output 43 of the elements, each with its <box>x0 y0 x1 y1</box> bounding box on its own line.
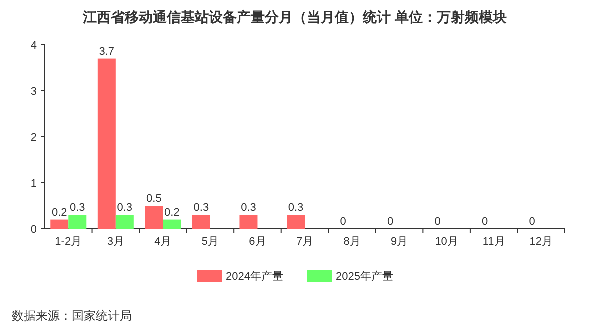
data-label: 0.3 <box>194 202 210 214</box>
bar <box>68 215 87 229</box>
x-tick-label: 5月 <box>202 236 220 248</box>
x-tick-label: 9月 <box>390 236 408 248</box>
x-tick-label: 10月 <box>435 236 458 248</box>
y-tick-label: 3 <box>30 86 37 98</box>
data-label: 0 <box>340 216 346 228</box>
x-tick-label: 7月 <box>296 236 314 248</box>
legend-label: 2024年产量 <box>226 270 284 283</box>
data-label: 0 <box>529 216 536 228</box>
y-tick-label: 4 <box>30 40 37 52</box>
bar <box>287 215 305 229</box>
data-label: 0.5 <box>146 193 162 205</box>
data-label: 0.3 <box>70 202 86 214</box>
data-label: 3.7 <box>99 46 115 58</box>
data-label: 0.3 <box>117 202 133 214</box>
data-label: 0.2 <box>52 206 68 219</box>
chart-title: 江西省移动通信基站设备产量分月（当月值）统计 单位：万射频模块 <box>82 9 507 25</box>
bar <box>50 220 69 229</box>
bar <box>192 215 210 229</box>
x-tick-label: 3月 <box>107 236 124 248</box>
bar <box>240 215 258 229</box>
x-tick-label: 4月 <box>154 236 172 248</box>
data-label: 0 <box>434 216 441 228</box>
y-tick-label: 1 <box>30 178 37 190</box>
data-label: 0 <box>387 216 394 228</box>
bar <box>163 220 182 229</box>
data-label: 0.2 <box>164 206 180 219</box>
bar <box>116 215 134 229</box>
x-tick-label: 11月 <box>482 236 506 248</box>
data-label: 0.3 <box>288 202 304 214</box>
x-tick-label: 1-2月 <box>55 236 82 248</box>
legend-label: 2025年产量 <box>336 270 394 283</box>
source-note: 数据来源：国家统计局 <box>12 309 132 323</box>
y-tick-label: 0 <box>30 224 37 236</box>
bar <box>145 206 164 229</box>
x-tick-label: 12月 <box>530 236 553 248</box>
x-tick-label: 8月 <box>344 236 361 248</box>
data-label: 0 <box>482 216 488 228</box>
y-tick-label: 2 <box>30 132 37 144</box>
x-tick-label: 6月 <box>249 236 266 248</box>
bar <box>98 58 116 229</box>
data-label: 0.3 <box>241 202 256 214</box>
